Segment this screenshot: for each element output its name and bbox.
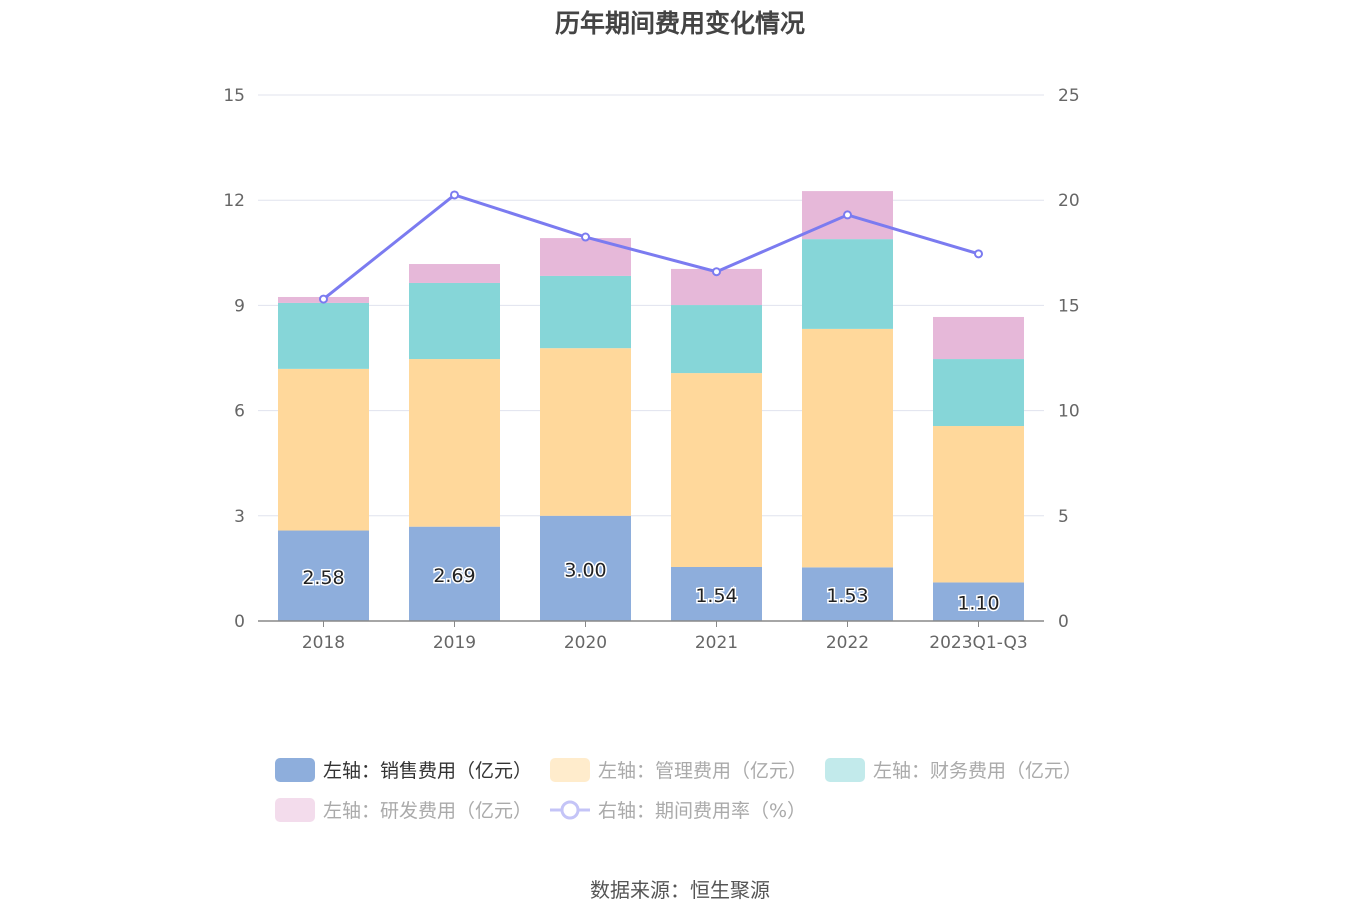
left-tick-label: 12	[223, 191, 245, 211]
bar-segment	[933, 426, 1024, 583]
legend-item[interactable]: 左轴：销售费用（亿元）	[275, 756, 532, 783]
right-tick-label: 10	[1058, 402, 1080, 422]
x-tick-label: 2019	[433, 633, 476, 653]
legend-label: 右轴：期间费用率（%）	[598, 800, 807, 822]
bar-segment	[933, 316, 1024, 360]
bar-segment	[802, 239, 893, 329]
bar-value-label: 2.58	[302, 567, 344, 589]
right-tick-label: 15	[1058, 296, 1080, 316]
bar-segment	[671, 373, 762, 567]
bar-segment	[540, 348, 631, 516]
bar-segment	[278, 368, 369, 531]
legend-swatch	[275, 757, 315, 782]
line-point	[974, 249, 983, 259]
bar-segment	[540, 515, 631, 621]
legend-swatch	[275, 797, 315, 822]
bar-value-label: 3.00	[564, 559, 606, 581]
right-tick-label: 25	[1058, 86, 1080, 106]
bar-segment	[802, 328, 893, 568]
x-tick-label: 2018	[302, 633, 345, 653]
line-point	[581, 232, 590, 242]
legend-item[interactable]: 左轴：研发费用（亿元）	[275, 796, 532, 823]
x-tick-label: 2021	[695, 633, 738, 653]
right-tick-label: 5	[1058, 507, 1069, 527]
bar-value-label: 1.10	[957, 593, 999, 615]
line-series	[322, 193, 979, 301]
bar-segment	[540, 275, 631, 349]
legend-item[interactable]: 左轴：财务费用（亿元）	[825, 756, 1082, 783]
x-tick-label: 2020	[564, 633, 607, 653]
bar-segment	[409, 359, 500, 527]
legend-label: 左轴：研发费用（亿元）	[323, 800, 533, 822]
legend-item[interactable]: 右轴：期间费用率（%）	[550, 796, 806, 823]
left-tick-label: 15	[223, 86, 245, 106]
left-tick-label: 9	[234, 296, 245, 316]
chart-title: 历年期间费用变化情况	[554, 9, 805, 38]
bar-segment	[933, 582, 1024, 621]
line-point	[319, 294, 328, 304]
bar-segment	[933, 359, 1024, 427]
x-tick-label: 2022	[826, 633, 869, 653]
bar-segment	[409, 282, 500, 360]
left-tick-label: 6	[234, 402, 245, 422]
bar-segment	[671, 305, 762, 374]
bar-segment	[409, 526, 500, 621]
bar-segment	[278, 302, 369, 369]
left-tick-label: 0	[234, 612, 245, 632]
legend-label: 左轴：销售费用（亿元）	[323, 760, 533, 782]
line-point	[450, 190, 459, 200]
line-point	[843, 210, 852, 220]
right-tick-label: 0	[1058, 612, 1069, 632]
legend-item[interactable]: 左轴：管理费用（亿元）	[550, 756, 807, 783]
bar-value-label: 1.54	[695, 585, 737, 607]
right-tick-label: 20	[1058, 191, 1080, 211]
bar-value-label: 1.53	[826, 585, 868, 607]
legend-swatch	[825, 757, 865, 782]
legend-line-icon	[550, 798, 590, 822]
line-point	[712, 267, 721, 277]
legend-label: 左轴：财务费用（亿元）	[873, 760, 1083, 782]
legend-swatch	[550, 757, 590, 782]
bar-segment	[409, 264, 500, 283]
bar-segment	[278, 530, 369, 621]
chart-plot: 0 3 6 9 12 15 0 5 10 15 20 25 2.58 2018 2.69 2019 3.00 20…	[223, 86, 1080, 653]
data-source: 数据来源：恒生聚源	[590, 878, 770, 902]
x-tick-label: 2023Q1-Q3	[929, 633, 1027, 653]
legend-label: 左轴：管理费用（亿元）	[598, 760, 808, 782]
bar-segment	[540, 238, 631, 276]
left-tick-label: 3	[234, 507, 245, 527]
bar-segment	[671, 566, 762, 621]
bar-segment	[802, 567, 893, 621]
bar-value-label: 2.69	[433, 565, 475, 587]
